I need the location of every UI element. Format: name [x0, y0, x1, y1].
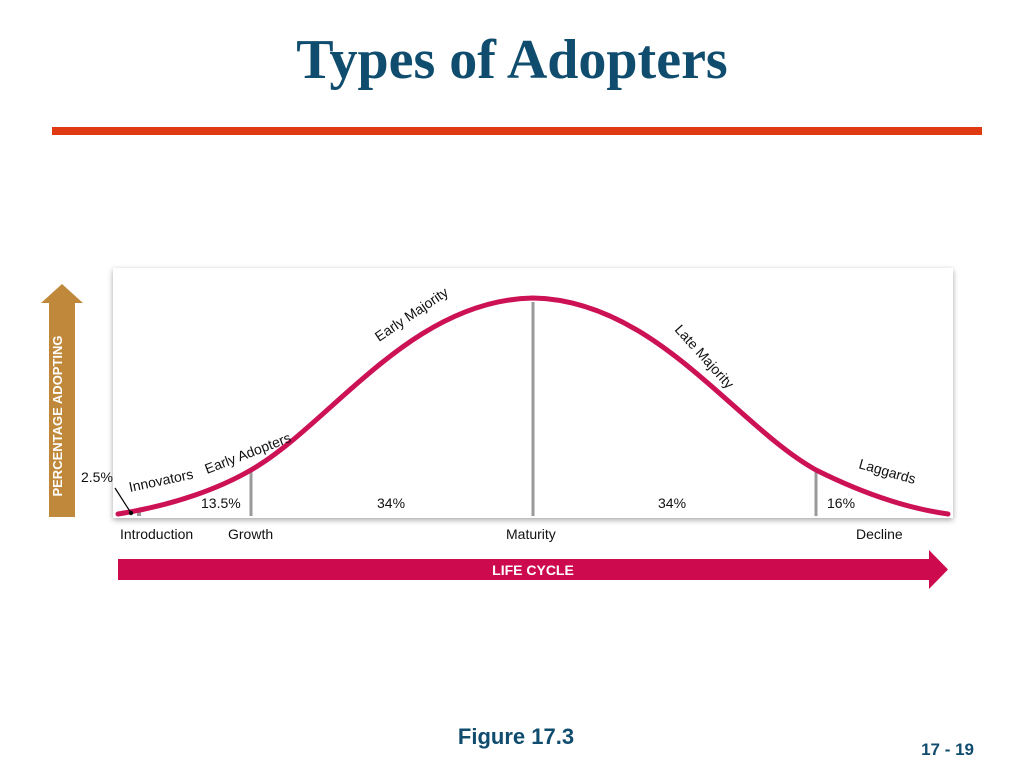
stage-growth: Growth	[228, 526, 273, 542]
page-number: 17 - 19	[921, 740, 974, 759]
percentage-adopting-arrow: PERCENTAGE ADOPTING	[41, 284, 83, 517]
figure-caption: Figure 17.3	[457, 724, 575, 749]
stage-decline: Decline	[856, 526, 903, 542]
adoption-curve	[115, 295, 951, 517]
pct-early-majority: 34%	[377, 495, 405, 511]
title-rule	[52, 127, 982, 135]
slide-title: Types of Adopters	[296, 29, 728, 91]
life-cycle-arrow: LIFE CYCLE	[118, 550, 948, 589]
innovators-divider	[137, 510, 141, 516]
innovators-pointer	[114, 487, 132, 514]
stage-maturity: Maturity	[506, 526, 556, 542]
x-axis-label: LIFE CYCLE	[492, 562, 574, 578]
pct-early-adopters: 13.5%	[201, 495, 241, 511]
y-axis-label: PERCENTAGE ADOPTING	[50, 335, 65, 496]
pct-innovators: 2.5%	[81, 469, 113, 485]
pct-late-majority: 34%	[658, 495, 686, 511]
stage-introduction: Introduction	[120, 526, 193, 542]
pct-laggards: 16%	[827, 495, 855, 511]
innovators-pointer-dot	[128, 510, 134, 516]
